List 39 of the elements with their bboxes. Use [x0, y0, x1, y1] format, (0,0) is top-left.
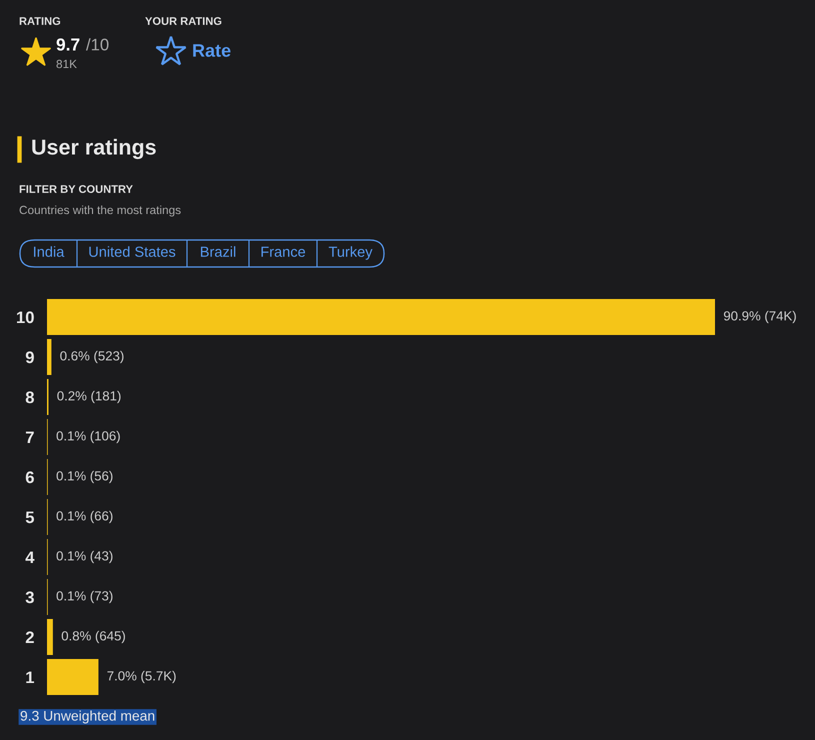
y-tick-label: 2 — [26, 631, 34, 644]
text: FILTER BY COUNTRY — [20, 185, 133, 193]
bar — [47, 299, 715, 335]
data-label: 90.9% (74K) — [724, 310, 796, 324]
y-tick-label: 5 — [26, 512, 34, 524]
y-tick-label: 9 — [26, 351, 34, 364]
bar — [47, 619, 53, 655]
data-label: 7.0% (5.7K) — [107, 670, 176, 684]
y-tick-label: 4 — [25, 552, 34, 564]
y-tick-label: 7 — [26, 432, 34, 444]
data-label: 0.1% (106) — [56, 430, 120, 444]
text: Rate — [193, 44, 231, 57]
data-label: 0.1% (73) — [56, 590, 112, 604]
text: Countries with the most ratings — [20, 205, 181, 216]
data-label: 0.1% (56) — [56, 470, 112, 484]
y-tick-label: 3 — [26, 591, 34, 604]
y-tick-label: 6 — [26, 471, 34, 484]
data-label: 0.8% (645) — [62, 630, 125, 644]
data-label: 0.6% (523) — [60, 350, 124, 364]
y-tick-label: 1 — [26, 672, 34, 684]
text: India — [34, 246, 64, 257]
bar — [47, 659, 98, 695]
text: 81K — [56, 60, 77, 68]
y-tick-label: 8 — [26, 391, 34, 404]
data-label: 0.2% (181) — [57, 390, 121, 404]
text: Brazil — [200, 246, 236, 257]
text: YOUR RATING — [145, 17, 222, 25]
text: United States — [89, 246, 176, 257]
text: Turkey — [328, 246, 372, 260]
text: /10 — [86, 38, 109, 50]
y-tick-label: 10 — [17, 311, 34, 324]
text: 9.3 Unweighted mean — [20, 710, 154, 724]
text: 9.7 — [56, 38, 80, 51]
text: France — [262, 246, 306, 257]
chart-title: User ratings — [32, 138, 156, 160]
bar — [47, 339, 52, 375]
data-label: 0.1% (66) — [56, 510, 112, 524]
data-label: 0.1% (43) — [56, 550, 112, 564]
text: RATING — [20, 17, 60, 25]
